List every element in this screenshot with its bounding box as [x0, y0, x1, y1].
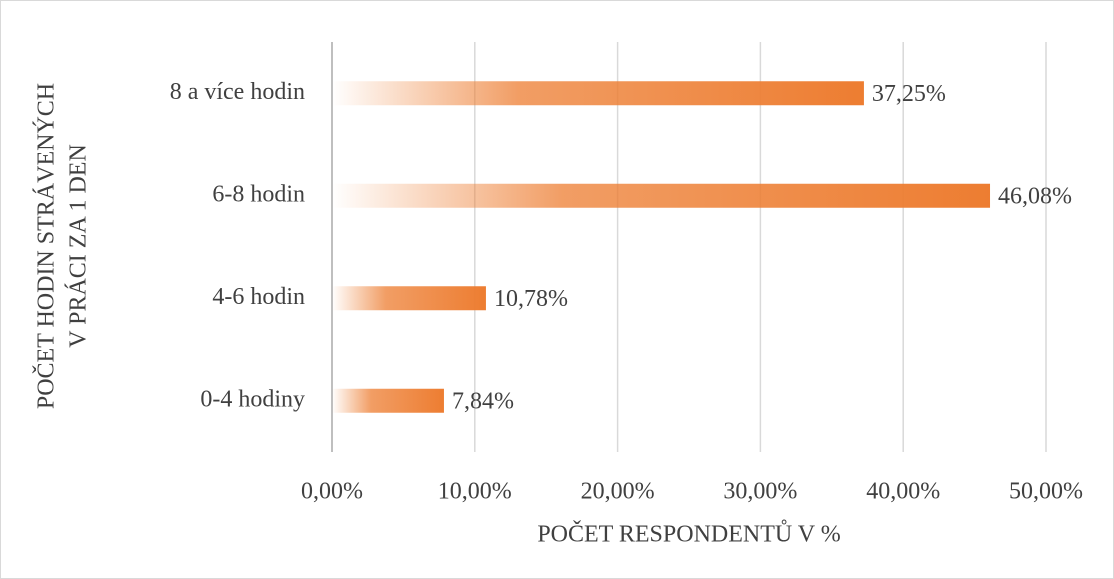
x-tick-label: 10,00% — [438, 479, 512, 505]
bar — [332, 81, 864, 106]
y-tick-label: 0-4 hodiny — [200, 386, 305, 412]
data-label: 37,25% — [872, 81, 946, 107]
x-tick-label: 20,00% — [581, 479, 655, 505]
bar — [332, 286, 486, 311]
x-axis-title: POČET RESPONDENTŮ V % — [537, 521, 840, 548]
y-tick-label: 8 a více hodin — [170, 79, 305, 105]
x-tick-label: 0,00% — [301, 479, 363, 505]
y-tick-label: 4-6 hodin — [212, 284, 305, 310]
x-tick-label: 40,00% — [866, 479, 940, 505]
data-label: 10,78% — [494, 286, 568, 312]
x-tick-label: 50,00% — [1009, 479, 1083, 505]
data-label: 46,08% — [998, 183, 1072, 209]
bar — [332, 388, 444, 413]
y-axis-title-line: POČET HODIN STRÁVENÝCH — [33, 83, 60, 409]
bar — [332, 183, 991, 208]
x-tick-label: 30,00% — [723, 479, 797, 505]
y-axis-title-line: V PRÁCI ZA 1 DEN — [66, 144, 92, 348]
y-tick-label: 6-8 hodin — [212, 181, 305, 207]
y-axis-title: POČET HODIN STRÁVENÝCH V PRÁCI ZA 1 DEN — [33, 83, 92, 409]
data-label: 7,84% — [452, 388, 514, 414]
